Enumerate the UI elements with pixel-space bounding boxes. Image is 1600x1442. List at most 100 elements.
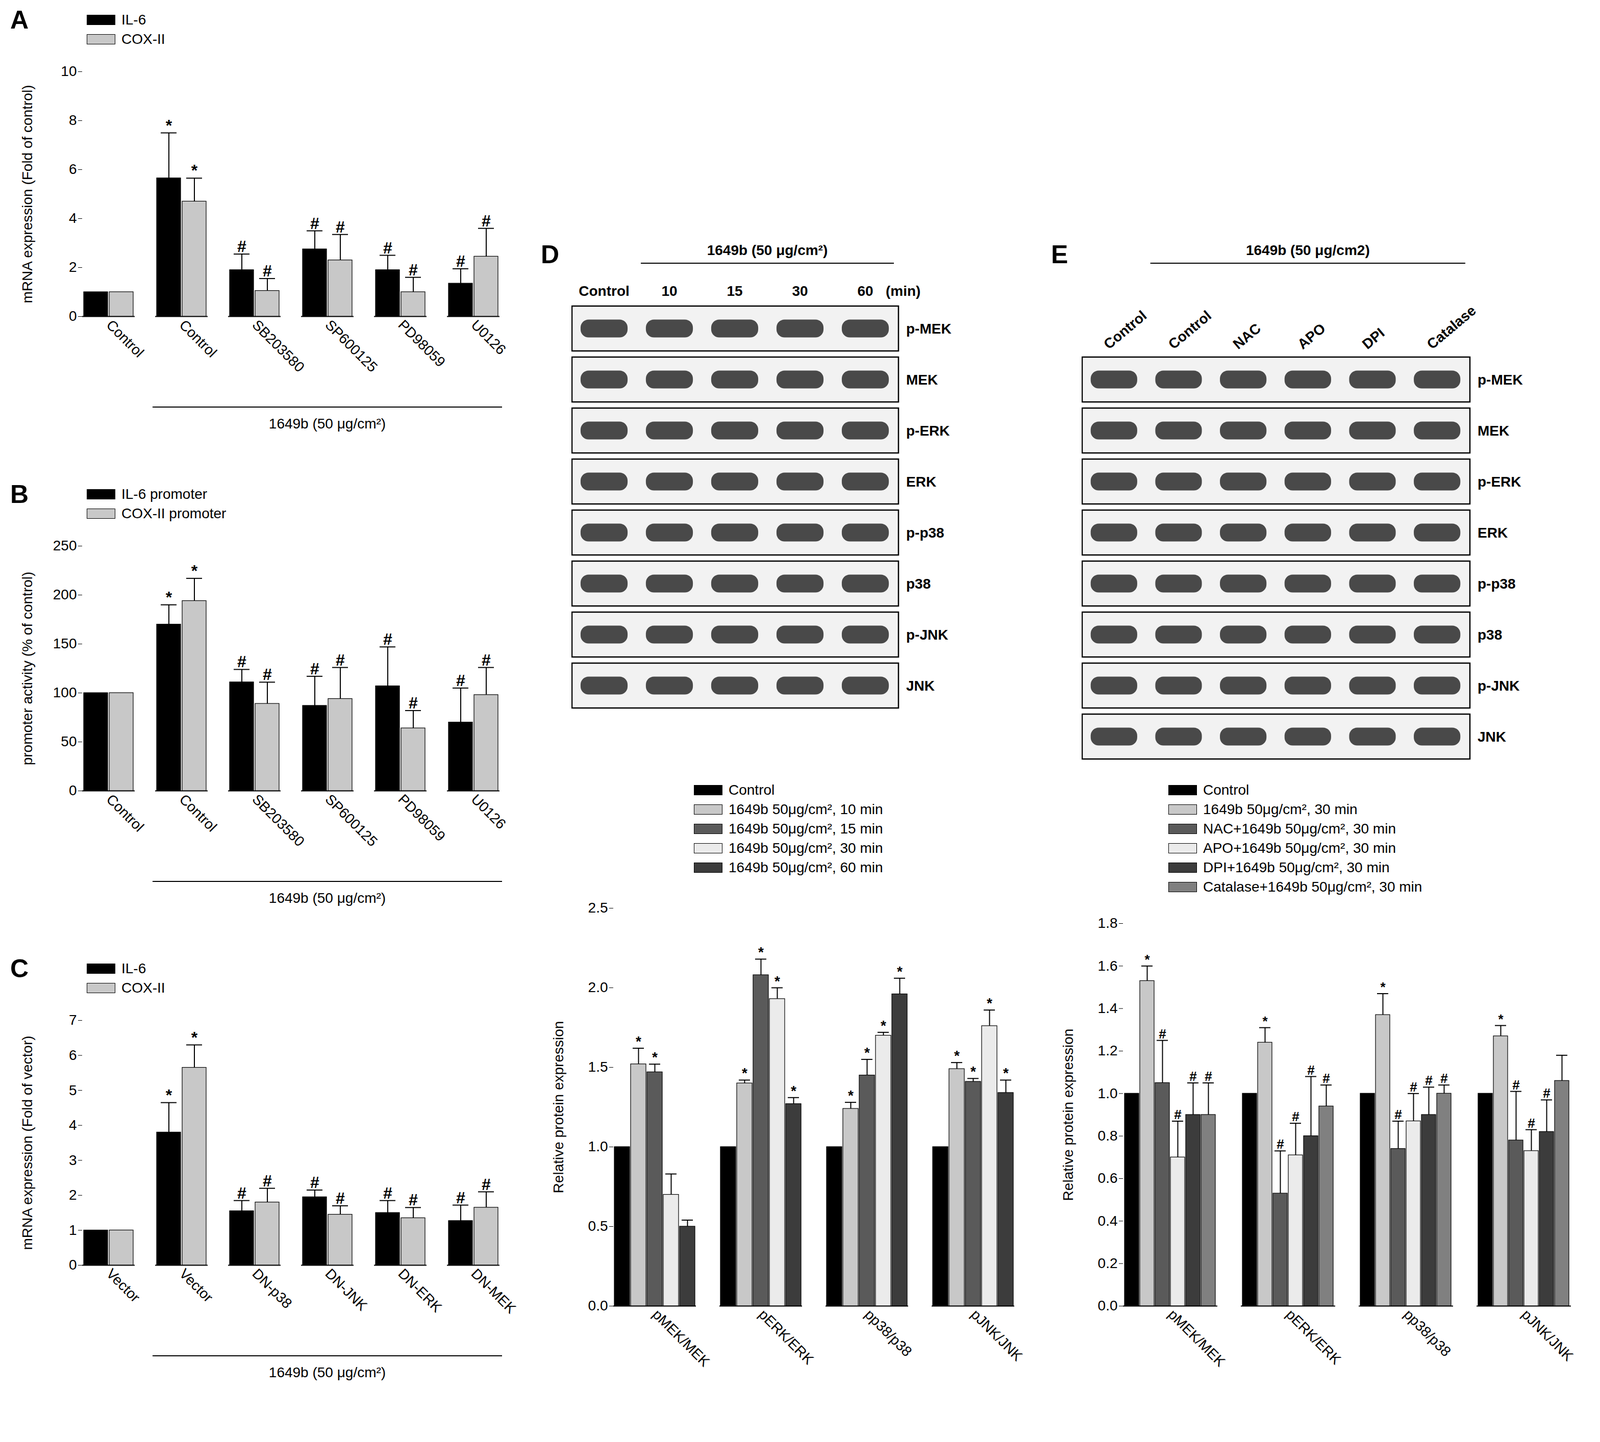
svg-text:Vector: Vector (176, 1265, 216, 1306)
svg-text:DN-MEK: DN-MEK (467, 1265, 519, 1317)
svg-text:U0126: U0126 (467, 316, 509, 358)
svg-text:#: # (310, 214, 320, 233)
svg-text:6: 6 (68, 1047, 78, 1064)
svg-text:#: # (1440, 1070, 1448, 1087)
svg-text:1649b (50 μg/cm²): 1649b (50 μg/cm²) (268, 415, 386, 432)
svg-text:#: # (1158, 1026, 1167, 1042)
svg-text:*: * (970, 1063, 977, 1080)
svg-text:1649b (50 μg/cm²): 1649b (50 μg/cm²) (268, 1364, 386, 1381)
svg-text:*: * (774, 973, 781, 990)
svg-text:#: # (1307, 1062, 1315, 1079)
svg-text:#: # (1409, 1079, 1418, 1095)
svg-text:#: # (1527, 1115, 1536, 1132)
svg-text:pJNK/JNK: pJNK/JNK (1518, 1306, 1577, 1365)
svg-text:#: # (262, 665, 272, 684)
svg-text:#: # (262, 261, 272, 281)
svg-text:1649b (50 μg/cm2): 1649b (50 μg/cm2) (1245, 242, 1370, 259)
svg-text:#: # (237, 1184, 247, 1203)
svg-text:0: 0 (68, 782, 78, 799)
svg-text:SB203580: SB203580 (248, 791, 308, 850)
svg-text:DN-p38: DN-p38 (248, 1265, 295, 1312)
svg-text:*: * (896, 963, 903, 980)
svg-text:#: # (262, 1171, 272, 1191)
svg-text:8: 8 (68, 112, 78, 129)
svg-text:p-MEK: p-MEK (1477, 371, 1523, 388)
svg-text:pERK/ERK: pERK/ERK (1282, 1306, 1344, 1368)
svg-text:#: # (481, 1175, 491, 1194)
svg-text:#: # (383, 630, 393, 649)
svg-text:1.8: 1.8 (1097, 915, 1118, 932)
svg-text:250: 250 (53, 537, 78, 554)
svg-text:#: # (1322, 1070, 1331, 1087)
svg-text:APO: APO (1294, 320, 1329, 353)
svg-text:1.5: 1.5 (588, 1059, 609, 1075)
svg-text:p-JNK: p-JNK (1477, 678, 1520, 694)
svg-text:*: * (954, 1047, 960, 1064)
svg-text:p-p38: p-p38 (906, 525, 945, 541)
svg-text:#: # (335, 651, 345, 670)
svg-text:pp38/p38: pp38/p38 (861, 1306, 916, 1361)
svg-text:#: # (1173, 1107, 1182, 1123)
svg-text:#: # (481, 651, 491, 670)
svg-text:#: # (237, 652, 247, 671)
svg-text:#: # (408, 260, 418, 280)
svg-text:pMEK/MEK: pMEK/MEK (649, 1306, 713, 1370)
svg-text:#: # (408, 693, 418, 713)
svg-text:#: # (1425, 1072, 1433, 1089)
svg-text:0.6: 0.6 (1097, 1170, 1118, 1187)
svg-text:Control: Control (176, 791, 220, 836)
svg-text:#: # (310, 1173, 320, 1192)
svg-text:*: * (880, 1017, 887, 1034)
svg-text:promoter activity (% of contro: promoter activity (% of control) (19, 571, 36, 766)
svg-text:*: * (1144, 952, 1150, 968)
svg-text:PD98059: PD98059 (394, 791, 448, 845)
svg-text:MEK: MEK (1477, 422, 1510, 439)
svg-text:*: * (1380, 979, 1386, 995)
svg-text:7: 7 (68, 1012, 78, 1029)
svg-text:200: 200 (53, 586, 78, 603)
svg-text:#: # (1276, 1136, 1285, 1153)
svg-text:1.0: 1.0 (1097, 1085, 1118, 1102)
svg-text:Relative protein expression: Relative protein expression (1060, 1029, 1077, 1202)
svg-text:Control: Control (176, 316, 220, 361)
svg-text:0.2: 0.2 (1097, 1255, 1118, 1272)
svg-text:#: # (456, 252, 466, 271)
svg-text:SP600125: SP600125 (321, 791, 381, 850)
svg-text:Relative protein expression: Relative protein expression (550, 1021, 567, 1194)
svg-text:0: 0 (68, 308, 78, 324)
svg-text:0.4: 0.4 (1097, 1213, 1118, 1230)
svg-text:*: * (165, 1086, 173, 1105)
svg-text:*: * (864, 1044, 870, 1061)
svg-text:mRNA expression (Fold of vecto: mRNA expression (Fold of vector) (19, 1035, 36, 1250)
svg-text:0.0: 0.0 (1097, 1297, 1118, 1314)
svg-text:JNK: JNK (906, 678, 935, 694)
svg-text:*: * (165, 588, 173, 607)
svg-text:Catalase: Catalase (1423, 302, 1480, 353)
svg-text:2: 2 (68, 1187, 78, 1204)
svg-text:MEK: MEK (906, 371, 938, 388)
svg-text:*: * (1262, 1013, 1268, 1030)
svg-text:*: * (191, 561, 198, 581)
svg-text:PD98059: PD98059 (394, 316, 448, 370)
svg-text:#: # (408, 1190, 418, 1210)
svg-text:0: 0 (68, 1257, 78, 1273)
svg-text:2.0: 2.0 (588, 979, 609, 996)
svg-text:2.5: 2.5 (588, 900, 609, 916)
svg-text:(min): (min) (885, 283, 921, 299)
svg-text:*: * (1003, 1065, 1009, 1082)
svg-text:#: # (383, 1184, 393, 1203)
svg-text:pJNK/JNK: pJNK/JNK (967, 1306, 1026, 1365)
svg-text:p-ERK: p-ERK (1477, 473, 1522, 490)
svg-text:150: 150 (53, 635, 78, 652)
svg-text:1.4: 1.4 (1097, 1000, 1118, 1017)
svg-text:15: 15 (726, 283, 743, 299)
svg-text:*: * (1497, 1011, 1504, 1028)
svg-text:DN-ERK: DN-ERK (394, 1265, 445, 1316)
svg-text:#: # (456, 671, 466, 690)
svg-text:#: # (1512, 1077, 1520, 1093)
svg-text:#: # (335, 1189, 345, 1208)
svg-text:0.5: 0.5 (588, 1218, 609, 1235)
svg-text:U0126: U0126 (467, 791, 509, 833)
svg-text:0.0: 0.0 (588, 1297, 609, 1314)
svg-text:DPI: DPI (1359, 325, 1388, 353)
